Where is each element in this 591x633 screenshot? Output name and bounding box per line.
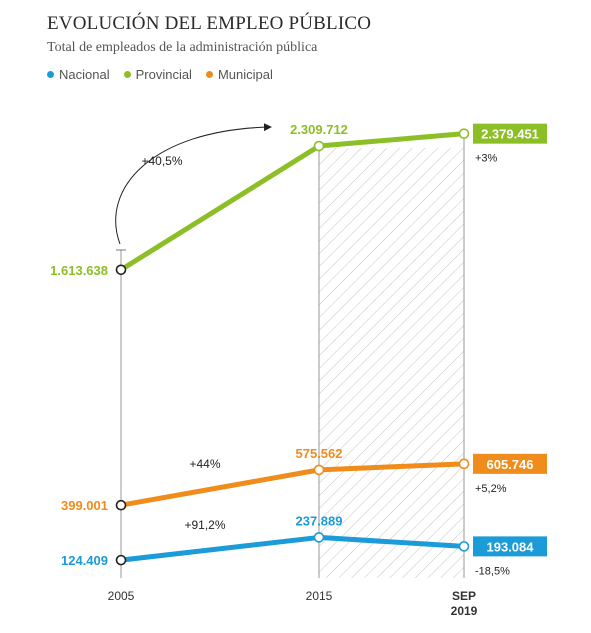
change-label-nacional: -18,5%: [475, 565, 510, 577]
change-label-provincial: +40,5%: [141, 154, 182, 168]
value-label-nacional: 237.889: [296, 513, 343, 528]
data-point-nacional: [458, 541, 470, 552]
chart-title: EVOLUCIÓN DEL EMPLEO PÚBLICO: [47, 13, 372, 34]
change-label-nacional: +91,2%: [184, 518, 225, 532]
legend-label: Nacional: [59, 67, 110, 82]
value-label-municipal: 575.562: [296, 446, 343, 461]
data-point-provincial: [115, 264, 127, 276]
value-label-nacional: 193.084: [487, 539, 535, 554]
value-box-municipal: [473, 453, 547, 474]
legend-swatch: [47, 71, 54, 78]
change-label-provincial: +3%: [475, 153, 498, 165]
change-label-municipal: +5,2%: [475, 483, 507, 495]
value-label-provincial: 2.309.712: [290, 122, 348, 137]
chart-subtitle: Total de empleados de la administración …: [47, 40, 318, 55]
legend: Nacional Provincial Municipal: [47, 67, 273, 82]
data-point-municipal: [115, 499, 127, 511]
x-tick-label: 2015: [306, 589, 333, 603]
data-point-municipal: [313, 464, 325, 476]
data-point-municipal: [458, 458, 470, 470]
legend-swatch: [123, 71, 131, 78]
legend-swatch: [205, 71, 213, 78]
legend-item-municipal: Municipal: [205, 67, 273, 82]
value-label-municipal: 399.001: [61, 498, 108, 513]
value-label-nacional: 124.409: [61, 553, 108, 568]
x-tick-label: 2019: [451, 604, 478, 618]
change-label-municipal: +44%: [189, 457, 220, 471]
data-point-provincial: [458, 128, 470, 139]
data-point-provincial: [313, 140, 325, 152]
value-label-provincial: 1.613.638: [50, 263, 108, 278]
value-label-provincial: 2.379.451: [481, 127, 539, 142]
hatched-period-area: [319, 148, 464, 578]
data-point-nacional: [115, 554, 127, 566]
legend-label: Provincial: [135, 67, 192, 82]
legend-item-provincial: Provincial: [123, 67, 192, 82]
legend-item-nacional: Nacional: [47, 67, 110, 82]
value-label-municipal: 605.746: [487, 457, 534, 472]
data-point-nacional: [313, 532, 325, 543]
x-tick-label: 2005: [108, 589, 135, 603]
value-box-provincial: [473, 123, 547, 144]
growth-arrow: [115, 123, 272, 245]
x-tick-label: SEP: [452, 589, 476, 603]
legend-label: Municipal: [217, 67, 273, 82]
value-box-nacional: [473, 536, 547, 557]
